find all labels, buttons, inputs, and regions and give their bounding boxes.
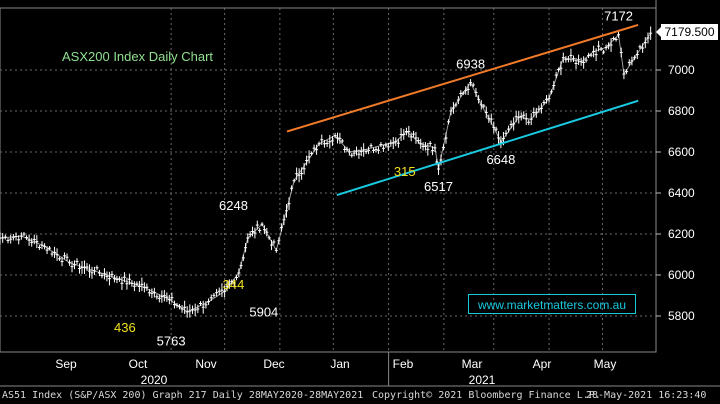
year-label: 2020	[141, 373, 168, 387]
last-price-pointer	[656, 27, 661, 37]
trendline	[336, 99, 639, 197]
month-label: Feb	[393, 357, 414, 371]
price-series-line	[0, 32, 652, 313]
data-annotation: 6517	[424, 179, 453, 194]
footer-security: AS51 Index (S&P/ASX 200) Graph 217 Daily…	[2, 390, 364, 401]
footer-copyright: Copyright© 2021 Bloomberg Finance L.P.	[372, 390, 601, 401]
month-label: Oct	[129, 357, 148, 371]
y-tick-label: 6400	[668, 186, 695, 200]
last-price-label: 7179.500	[661, 24, 718, 40]
y-tick-label: 6000	[668, 268, 695, 282]
data-annotation: 6648	[486, 152, 515, 167]
data-annotation: 6938	[456, 57, 485, 72]
month-label: Jan	[330, 357, 349, 371]
y-tick-label: 7000	[668, 63, 695, 77]
data-annotation: 5763	[157, 334, 186, 349]
data-annotation: 436	[114, 320, 136, 335]
year-label: 2021	[469, 373, 496, 387]
month-label: Mar	[462, 357, 483, 371]
data-annotation: 315	[394, 164, 416, 179]
month-label: Apr	[533, 357, 552, 371]
trendline	[286, 23, 639, 133]
chart-title: ASX200 Index Daily Chart	[62, 49, 214, 64]
month-label: May	[594, 357, 617, 371]
data-annotation: 6248	[219, 198, 248, 213]
y-tick-label: 6600	[668, 145, 695, 159]
data-annotation: 344	[223, 277, 245, 292]
data-annotation: 5904	[249, 305, 278, 320]
month-label: Dec	[263, 357, 284, 371]
month-label: Sep	[55, 357, 77, 371]
y-tick-label: 6800	[668, 104, 695, 118]
y-tick-label: 6200	[668, 227, 695, 241]
footer-timestamp: 28-May-2021 16:23:40	[586, 390, 707, 401]
y-tick-label: 5800	[668, 309, 695, 323]
month-label: Nov	[195, 357, 216, 371]
watermark-url: www.marketmatters.com.au	[468, 294, 636, 314]
data-annotation: 7172	[604, 9, 633, 24]
